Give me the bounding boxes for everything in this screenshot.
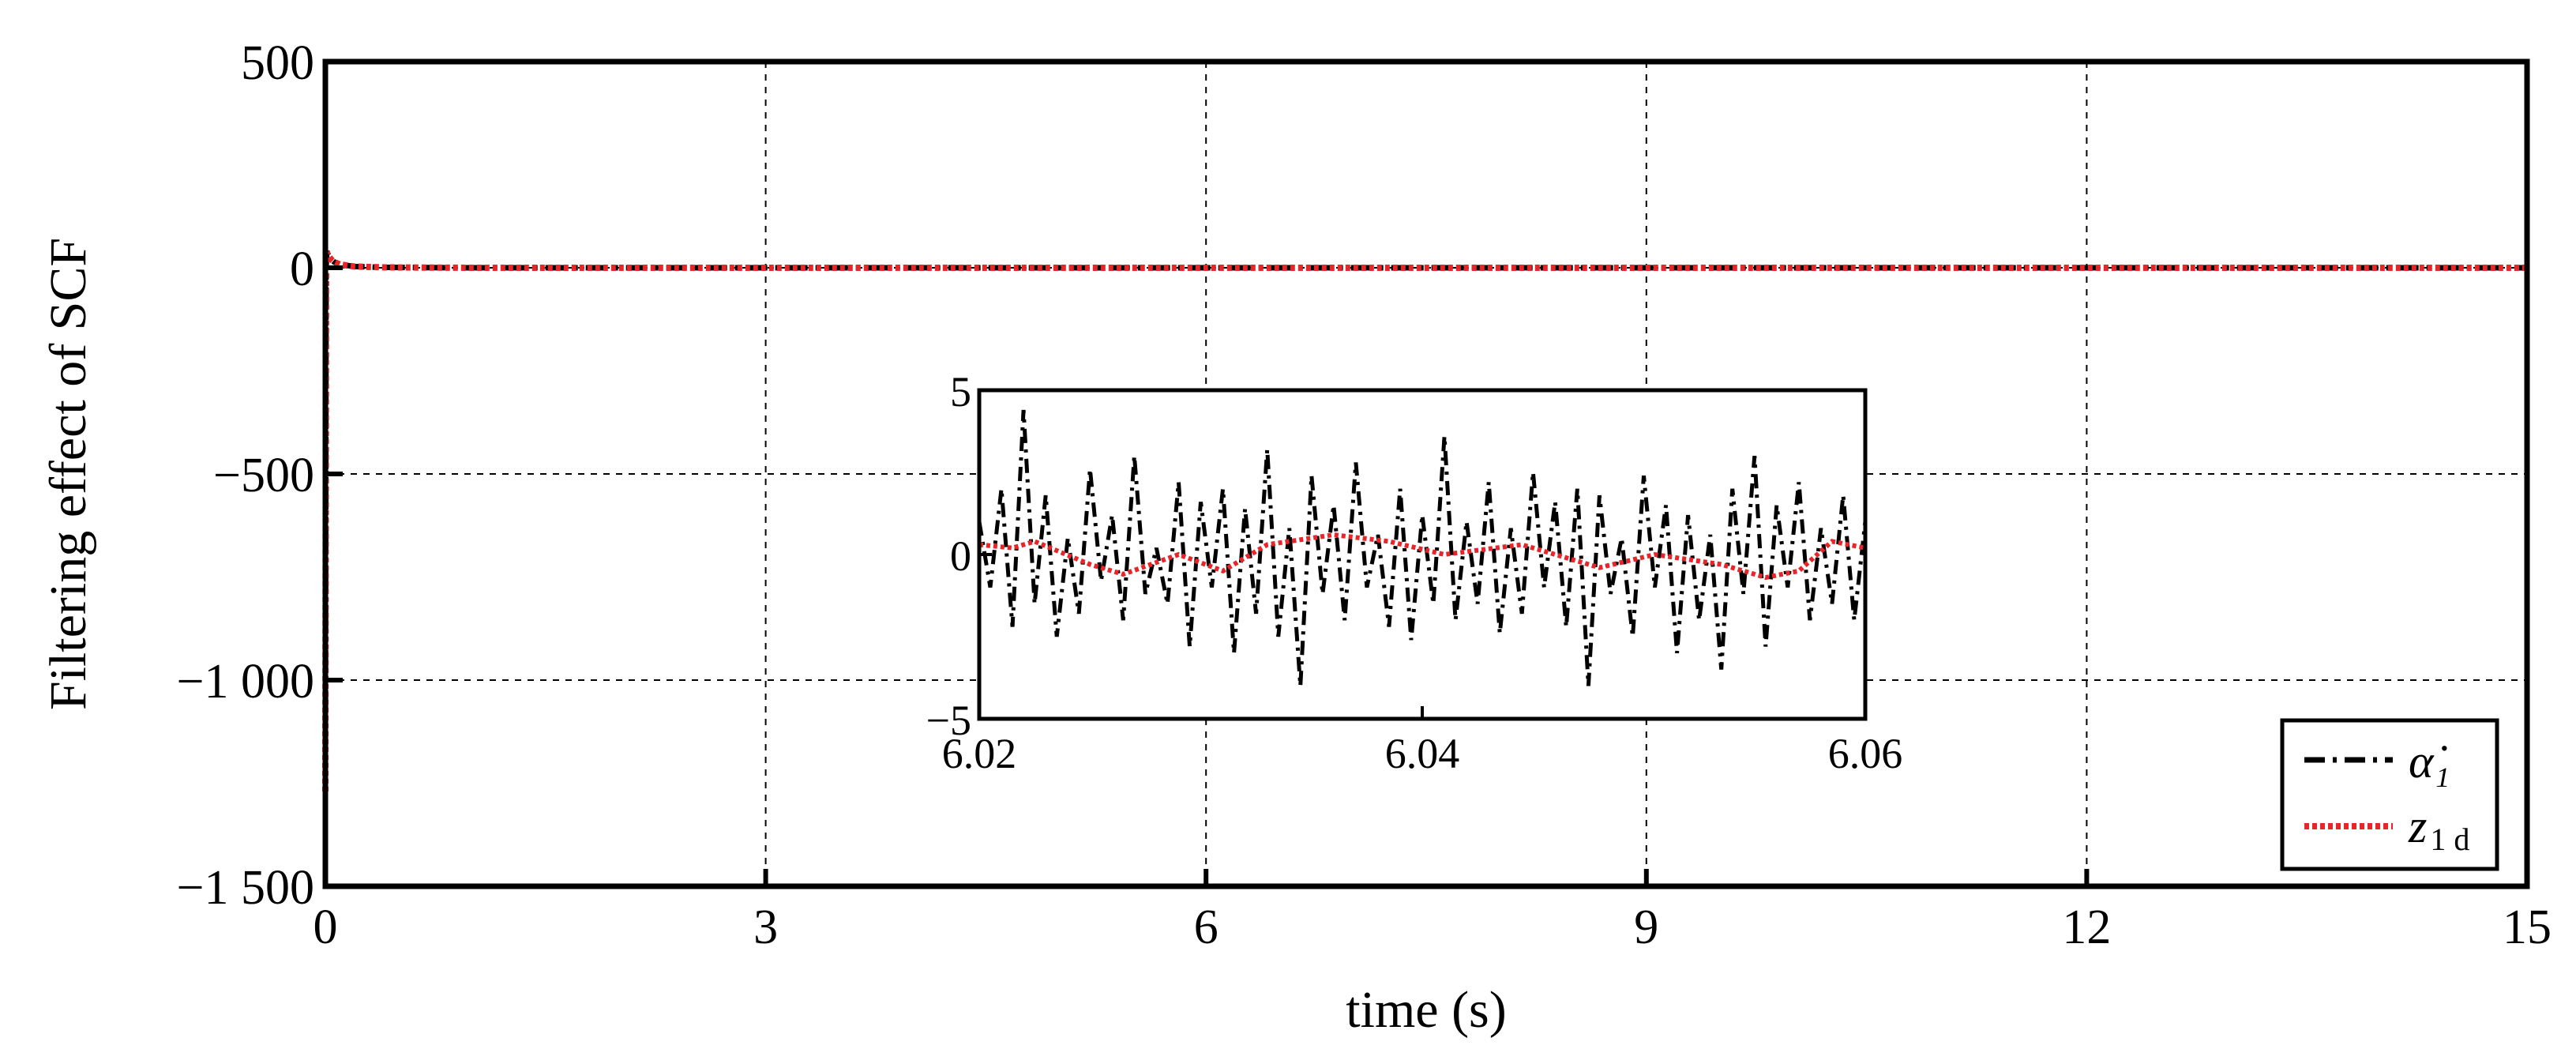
- x-tick-label: 9: [1634, 900, 1658, 954]
- x-axis-title: time (s): [1346, 981, 1506, 1039]
- inset-x-tick-label: 6.02: [942, 730, 1017, 777]
- y-tick-label: −500: [213, 449, 314, 502]
- y-tick-label: −1 000: [177, 655, 314, 709]
- inset-series-z1d-line: [978, 532, 1866, 581]
- inset-series-group: [977, 409, 1868, 686]
- inset-y-tick-label: 0: [950, 532, 971, 580]
- main-tick-marks: [323, 59, 2529, 889]
- y-axis-title: Filtering effect of SCF: [39, 238, 97, 710]
- inset-tick-labels: 6.02 6.04 6.06 5 0 −5: [926, 368, 1903, 777]
- inset-y-tick-label: 5: [950, 368, 971, 415]
- x-tick-label: 6: [1194, 900, 1219, 954]
- main-tick-labels: 0 3 6 9 12 15 500 0 −500 −1 000 −1 500: [177, 36, 2552, 954]
- inset-y-tick-label: −5: [926, 697, 971, 744]
- legend-box: [2280, 718, 2499, 871]
- x-tick-label: 0: [314, 900, 338, 954]
- inset-zoom-panel: 6.02 6.04 6.06 5 0 −5: [926, 368, 1903, 777]
- inset-frame: [977, 388, 1868, 721]
- inset-x-tick-label: 6.06: [1828, 730, 1903, 777]
- inset-x-tick-label: 6.04: [1385, 730, 1460, 777]
- main-plot-frame: [322, 58, 2530, 889]
- inset-background: [979, 390, 1865, 719]
- y-tick-label: 500: [241, 36, 314, 90]
- x-tick-label: 12: [2062, 900, 2111, 954]
- x-tick-label: 3: [753, 900, 778, 954]
- y-tick-label: −1 500: [177, 861, 314, 915]
- legend-label-alpha1: α̇₁: [2409, 735, 2450, 788]
- x-tick-label: 15: [2503, 900, 2552, 954]
- inset-series-alpha1-line: [977, 409, 1868, 686]
- y-tick-label: 0: [290, 243, 314, 296]
